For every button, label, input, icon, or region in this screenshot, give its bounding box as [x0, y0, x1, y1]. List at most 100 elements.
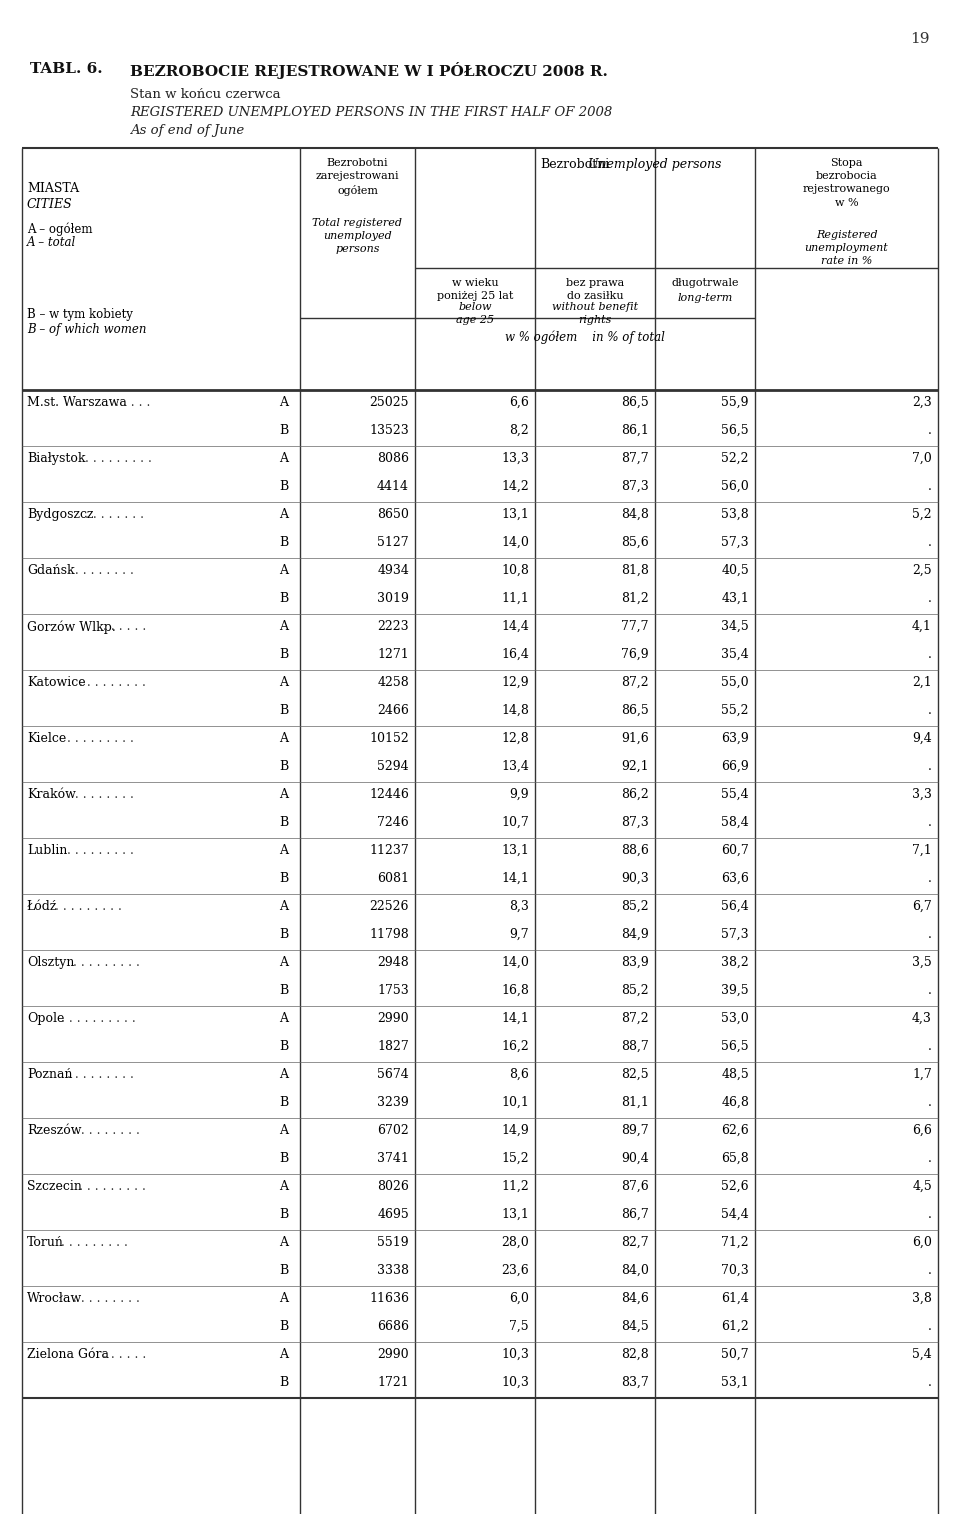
Text: 2,3: 2,3 — [912, 397, 932, 409]
Text: 3239: 3239 — [377, 1096, 409, 1108]
Text: A: A — [279, 731, 289, 745]
Text: 19: 19 — [910, 32, 930, 45]
Text: Kraków: Kraków — [27, 787, 76, 801]
Text: Katowice: Katowice — [27, 675, 85, 689]
Text: A – total: A – total — [27, 236, 76, 248]
Text: Lublin: Lublin — [27, 843, 67, 857]
Text: 87,3: 87,3 — [621, 816, 649, 830]
Text: Stopa
bezrobocia
rejestrowanego
w %: Stopa bezrobocia rejestrowanego w % — [803, 157, 890, 207]
Text: 14,8: 14,8 — [501, 704, 529, 718]
Text: 34,5: 34,5 — [721, 621, 749, 633]
Text: 85,2: 85,2 — [621, 984, 649, 998]
Text: 10,1: 10,1 — [501, 1096, 529, 1108]
Text: B: B — [279, 592, 289, 606]
Text: 10,7: 10,7 — [501, 816, 529, 830]
Text: . . . . . .: . . . . . . — [103, 621, 146, 633]
Text: 14,4: 14,4 — [501, 621, 529, 633]
Text: 10,8: 10,8 — [501, 565, 529, 577]
Text: 52,6: 52,6 — [721, 1179, 749, 1193]
Text: 87,6: 87,6 — [621, 1179, 649, 1193]
Text: A: A — [279, 1347, 289, 1361]
Text: 60,7: 60,7 — [721, 843, 749, 857]
Text: 8086: 8086 — [377, 453, 409, 465]
Text: 7,0: 7,0 — [912, 453, 932, 465]
Text: B: B — [279, 704, 289, 718]
Text: .: . — [928, 592, 932, 606]
Text: 85,2: 85,2 — [621, 899, 649, 913]
Text: 84,6: 84,6 — [621, 1291, 649, 1305]
Text: 6081: 6081 — [377, 872, 409, 886]
Text: 13523: 13523 — [370, 424, 409, 438]
Text: B: B — [279, 1208, 289, 1220]
Text: 88,6: 88,6 — [621, 843, 649, 857]
Text: A: A — [279, 1235, 289, 1249]
Text: 3,3: 3,3 — [912, 787, 932, 801]
Text: 50,7: 50,7 — [721, 1347, 749, 1361]
Text: 6,6: 6,6 — [509, 397, 529, 409]
Text: Gdańsk: Gdańsk — [27, 565, 75, 577]
Text: . . . . . . . . .: . . . . . . . . . — [73, 1291, 140, 1305]
Text: without benefit
rights: without benefit rights — [552, 301, 638, 326]
Text: Gorzów Wlkp.: Gorzów Wlkp. — [27, 621, 116, 633]
Text: . . . . . . . . .: . . . . . . . . . — [79, 1179, 146, 1193]
Text: 5674: 5674 — [377, 1067, 409, 1081]
Text: 2,5: 2,5 — [912, 565, 932, 577]
Text: 86,7: 86,7 — [621, 1208, 649, 1220]
Text: B: B — [279, 480, 289, 494]
Text: 91,6: 91,6 — [621, 731, 649, 745]
Text: 84,5: 84,5 — [621, 1320, 649, 1332]
Text: Rzeszów: Rzeszów — [27, 1123, 82, 1137]
Text: 55,0: 55,0 — [721, 675, 749, 689]
Text: Łódź: Łódź — [27, 899, 58, 913]
Text: 4414: 4414 — [377, 480, 409, 494]
Text: A: A — [279, 1067, 289, 1081]
Text: Unemployed persons: Unemployed persons — [588, 157, 722, 171]
Text: 55,2: 55,2 — [722, 704, 749, 718]
Text: . . . . . . . . .: . . . . . . . . . — [85, 453, 152, 465]
Text: B: B — [279, 1264, 289, 1276]
Text: . . . . . . . .: . . . . . . . . — [85, 509, 144, 521]
Text: .: . — [928, 816, 932, 830]
Text: Olsztyn: Olsztyn — [27, 955, 74, 969]
Text: . . . . . . . . .: . . . . . . . . . — [67, 731, 133, 745]
Text: 10,3: 10,3 — [501, 1376, 529, 1388]
Text: 11,1: 11,1 — [501, 592, 529, 606]
Text: B: B — [279, 984, 289, 998]
Text: 8026: 8026 — [377, 1179, 409, 1193]
Text: 8650: 8650 — [377, 509, 409, 521]
Text: 48,5: 48,5 — [721, 1067, 749, 1081]
Text: 38,2: 38,2 — [721, 955, 749, 969]
Text: 3,5: 3,5 — [912, 955, 932, 969]
Text: 82,5: 82,5 — [621, 1067, 649, 1081]
Text: 83,7: 83,7 — [621, 1376, 649, 1388]
Text: 7,1: 7,1 — [912, 843, 932, 857]
Text: 61,4: 61,4 — [721, 1291, 749, 1305]
Text: Poznań: Poznań — [27, 1067, 73, 1081]
Text: 86,2: 86,2 — [621, 787, 649, 801]
Text: 46,8: 46,8 — [721, 1096, 749, 1108]
Text: . . . . . . . . . .: . . . . . . . . . . — [61, 1011, 135, 1025]
Text: 90,3: 90,3 — [621, 872, 649, 886]
Text: 16,2: 16,2 — [501, 1040, 529, 1054]
Text: A: A — [279, 509, 289, 521]
Text: B: B — [279, 928, 289, 942]
Text: Wrocław: Wrocław — [27, 1291, 83, 1305]
Text: 87,3: 87,3 — [621, 480, 649, 494]
Text: 4,5: 4,5 — [912, 1179, 932, 1193]
Text: 40,5: 40,5 — [721, 565, 749, 577]
Text: B – w tym kobiety: B – w tym kobiety — [27, 307, 132, 321]
Text: 61,2: 61,2 — [721, 1320, 749, 1332]
Text: 22526: 22526 — [370, 899, 409, 913]
Text: 1271: 1271 — [377, 648, 409, 662]
Text: 5519: 5519 — [377, 1235, 409, 1249]
Text: 12,8: 12,8 — [501, 731, 529, 745]
Text: . . . . . . . . .: . . . . . . . . . — [73, 1123, 140, 1137]
Text: 70,3: 70,3 — [721, 1264, 749, 1276]
Text: Zielona Góra: Zielona Góra — [27, 1347, 109, 1361]
Text: A – ogółem: A – ogółem — [27, 223, 92, 236]
Text: .: . — [928, 1096, 932, 1108]
Text: .: . — [928, 1320, 932, 1332]
Text: Białystok: Białystok — [27, 453, 85, 465]
Text: 57,3: 57,3 — [721, 928, 749, 942]
Text: 10152: 10152 — [370, 731, 409, 745]
